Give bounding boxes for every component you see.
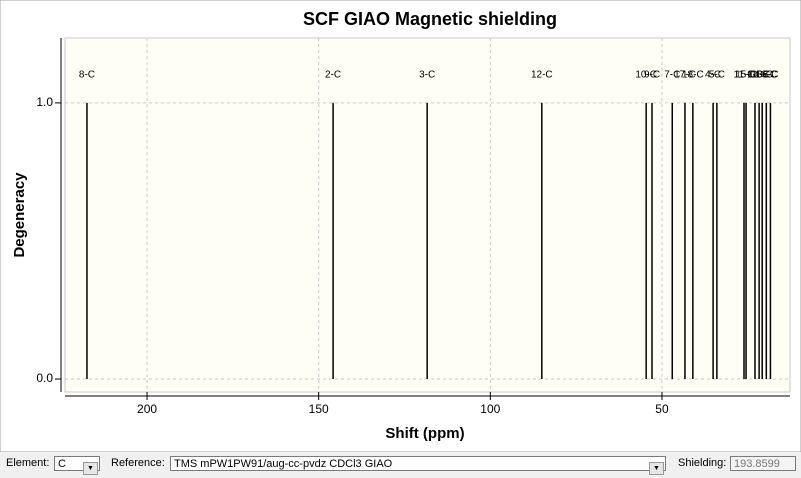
shielding-value: 193.8599 bbox=[734, 458, 780, 470]
peak-label: 2-C bbox=[325, 70, 341, 81]
x-tick-label: 100 bbox=[480, 402, 500, 416]
peak-label: 4-C bbox=[705, 70, 721, 81]
reference-select[interactable]: TMS mPW1PW91/aug-cc-pvdz CDCl3 GIAO ▼ bbox=[170, 456, 666, 475]
peak-label: 3-C bbox=[419, 70, 435, 81]
y-axis-label: Degeneracy bbox=[11, 172, 28, 258]
shielding-label: Shielding: bbox=[678, 457, 727, 469]
peak-label: 17-C bbox=[674, 70, 696, 81]
peak-label: 10-C bbox=[635, 70, 657, 81]
peak-label: 13-C bbox=[751, 70, 773, 81]
peak-label: 14-C bbox=[748, 70, 770, 81]
element-label: Element: bbox=[6, 457, 50, 469]
x-tick-label: 200 bbox=[137, 402, 157, 416]
x-axis-label: Shift (ppm) bbox=[385, 425, 464, 442]
y-tick-label: 0.0 bbox=[36, 371, 53, 385]
peak-label: 1-C bbox=[747, 70, 763, 81]
chart: SCF GIAO Magnetic shielding Shift (ppm) … bbox=[0, 0, 801, 452]
peak-label: 18-C bbox=[682, 70, 704, 81]
peak-label: 12-C bbox=[531, 70, 553, 81]
toolbar: Element: C ▼ Reference: TMS mPW1PW91/aug-… bbox=[0, 452, 801, 478]
x-tick-label: 50 bbox=[655, 402, 669, 416]
peak-label: 6-C bbox=[762, 70, 778, 81]
peak-label: 9-C bbox=[644, 70, 660, 81]
peak-label: 5-C bbox=[709, 70, 725, 81]
element-value: C bbox=[58, 458, 66, 470]
element-select[interactable]: C ▼ bbox=[54, 456, 100, 475]
y-tick-label: 1.0 bbox=[36, 95, 53, 109]
peak-label: 8-C bbox=[79, 70, 95, 81]
dropdown-arrow: ▼ bbox=[649, 462, 664, 475]
peak-label: 16-C bbox=[755, 70, 777, 81]
peak-label: 7-C bbox=[664, 70, 680, 81]
dropdown-arrow: ▼ bbox=[83, 462, 98, 475]
peak-label: 11-C bbox=[734, 70, 755, 81]
x-tick-label: 150 bbox=[309, 402, 329, 416]
reference-value: TMS mPW1PW91/aug-cc-pvdz CDCl3 GIAO bbox=[174, 458, 393, 470]
chart-title: SCF GIAO Magnetic shielding bbox=[303, 9, 557, 29]
peak-label: 15-C bbox=[735, 70, 757, 81]
reference-label: Reference: bbox=[111, 457, 165, 469]
shielding-field: 193.8599 bbox=[730, 456, 796, 471]
